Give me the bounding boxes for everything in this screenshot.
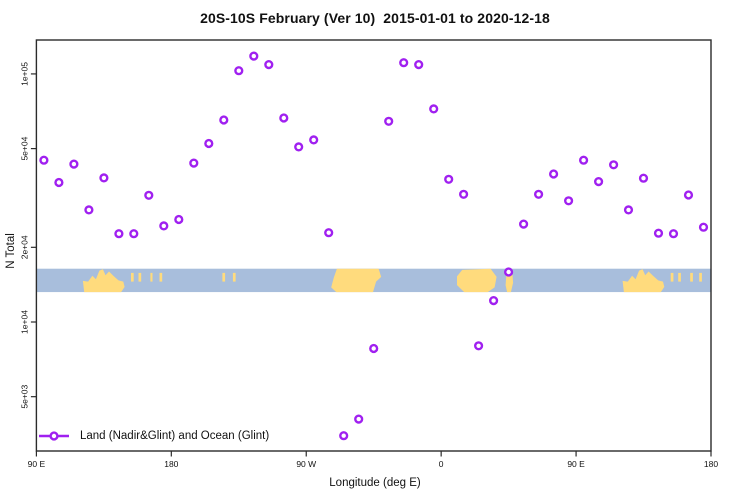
data-point — [294, 142, 304, 152]
data-point — [698, 222, 709, 232]
y-tick-label: 5e+04 — [20, 136, 30, 160]
y-tick-label: 2e+04 — [20, 235, 30, 259]
data-point — [683, 190, 694, 200]
data-point — [578, 155, 589, 165]
land-patch-island — [150, 272, 153, 282]
data-point — [668, 229, 679, 239]
legend-symbol-icon — [39, 431, 69, 441]
chart-title: 20S-10S February (Ver 10) 2015-01-01 to … — [200, 10, 550, 26]
data-point — [384, 116, 394, 126]
data-point — [548, 169, 559, 179]
data-point — [39, 155, 49, 165]
data-point — [623, 205, 634, 215]
data-point — [593, 177, 604, 187]
data-point — [638, 173, 649, 183]
data-point — [354, 414, 364, 424]
data-point — [174, 214, 184, 225]
legend-label: Land (Nadir&Glint) and Ocean (Glint) — [80, 430, 270, 442]
data-point — [69, 159, 79, 169]
data-point — [279, 113, 289, 123]
land-patch-island — [159, 272, 163, 282]
data-point — [129, 229, 139, 239]
x-axis-label: Longitude (deg E) — [329, 477, 421, 489]
land-patch-island — [232, 272, 236, 282]
data-point — [608, 160, 619, 170]
x-tick-label: 180 — [704, 459, 718, 469]
land-patch-australia — [82, 269, 125, 293]
data-point — [444, 174, 454, 184]
land-patch-island — [138, 272, 142, 282]
data-point — [114, 229, 124, 239]
land-patch-south-america — [331, 268, 382, 293]
data-point — [429, 104, 439, 114]
y-tick-label: 1e+05 — [20, 62, 30, 86]
x-tick-label: 90 W — [296, 459, 316, 469]
land-patch-island — [670, 272, 674, 282]
land-patch-madagascar — [505, 273, 514, 293]
data-point — [249, 51, 259, 61]
x-tick-label: 90 E — [567, 459, 585, 469]
data-point — [219, 115, 229, 125]
land-patch-island — [678, 272, 681, 282]
y-tick-label: 5e+03 — [20, 384, 30, 408]
land-patch-australia — [622, 269, 665, 293]
x-tick-label: 180 — [164, 459, 178, 469]
data-point — [339, 431, 349, 441]
data-point — [99, 173, 109, 183]
land-patch-africa — [457, 268, 497, 293]
data-point — [159, 221, 169, 231]
data-point — [84, 205, 94, 215]
data-point — [504, 267, 514, 277]
land-patch-island — [690, 272, 693, 282]
data-point — [144, 190, 154, 200]
x-tick-label: 90 E — [28, 459, 46, 469]
data-point — [563, 196, 574, 206]
plot-border — [35, 39, 712, 452]
data-point — [54, 177, 64, 188]
legend: Land (Nadir&Glint) and Ocean (Glint) — [38, 429, 269, 443]
y-tick-label: 1e+04 — [20, 310, 30, 334]
data-point — [204, 138, 214, 149]
data-point — [189, 158, 199, 168]
data-point — [489, 296, 499, 306]
data-point — [399, 58, 409, 68]
data-point — [234, 66, 244, 76]
data-point — [264, 59, 274, 70]
land-patch-island — [131, 272, 134, 282]
data-point — [324, 228, 334, 238]
data-point — [533, 189, 544, 199]
data-point — [474, 341, 484, 351]
data-point — [459, 189, 469, 199]
data-point — [309, 135, 319, 145]
data-point — [518, 219, 529, 229]
data-point — [369, 343, 379, 354]
data-point — [653, 228, 664, 238]
land-patch-island — [699, 272, 702, 282]
data-point — [414, 59, 424, 70]
x-tick-label: 0 — [439, 459, 444, 469]
land-patch-island — [222, 272, 226, 282]
